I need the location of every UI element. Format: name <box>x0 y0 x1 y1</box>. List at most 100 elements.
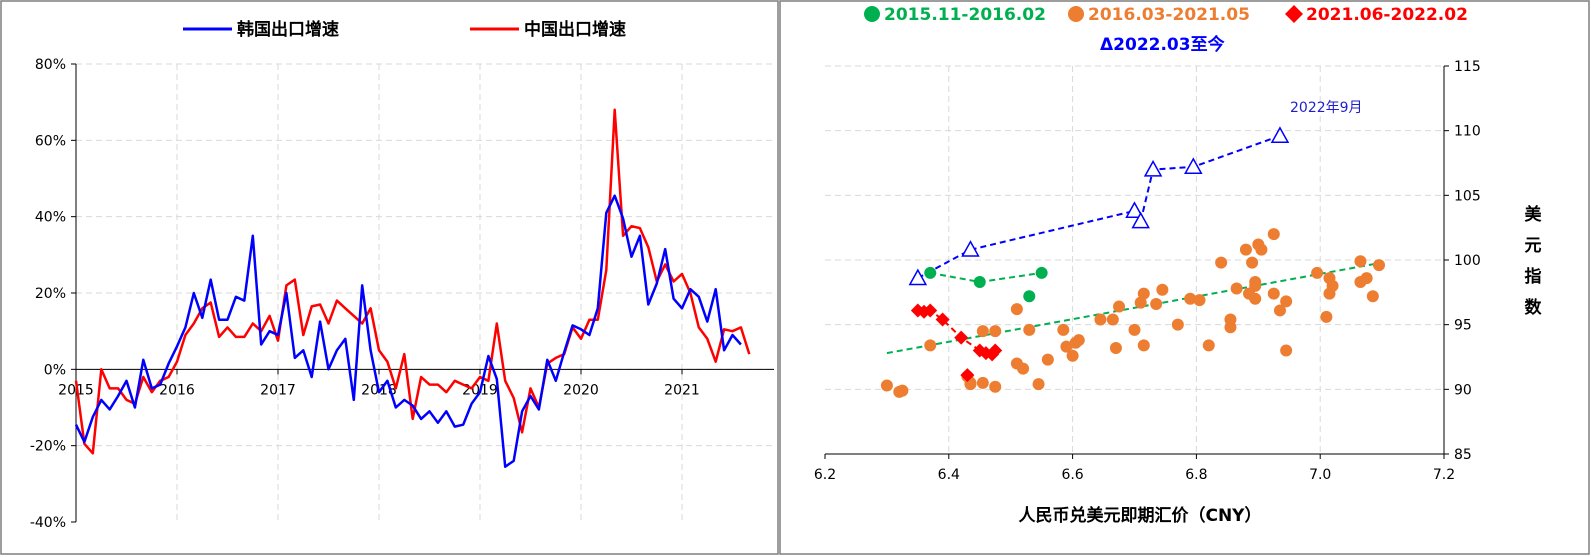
scatter-point <box>864 6 880 22</box>
scatter-point <box>1280 344 1293 357</box>
left-chart-series <box>74 108 751 468</box>
scatter-point <box>1267 287 1280 300</box>
scatter-point <box>880 379 893 392</box>
scatter-point <box>1023 290 1036 303</box>
scatter-point <box>1113 300 1126 313</box>
scatter-point <box>1023 323 1036 336</box>
legend-label: 2021.06-2022.02 <box>1306 5 1468 25</box>
y-tick-label: 115 <box>1454 59 1481 75</box>
scatter-point <box>1128 323 1141 336</box>
scatter-point <box>1255 243 1268 256</box>
y-tick-label: 110 <box>1454 124 1481 140</box>
scatter-point <box>935 312 950 327</box>
right-chart-border <box>779 0 1590 555</box>
scatter-point <box>1017 362 1030 375</box>
scatter-point <box>896 384 909 397</box>
y-tick-label: 80% <box>35 57 66 73</box>
y-tick-label: 0% <box>44 362 66 378</box>
scatter-point <box>1224 321 1237 334</box>
scatter-point <box>1010 303 1023 316</box>
scatter-point <box>1202 339 1215 352</box>
scatter-point <box>1072 334 1085 347</box>
series-line <box>74 108 751 455</box>
right-chart-axes: 6.2 6.4 6.6 6.8 7.0 7.2 85 90 95 100 105 110 115 <box>814 59 1481 483</box>
scatter-point <box>1143 159 1163 177</box>
scatter-point <box>1094 313 1107 326</box>
scatter-point <box>1354 255 1367 268</box>
scatter-point <box>976 376 989 389</box>
legend-label-china: 中国出口增速 <box>524 19 626 40</box>
y-tick-label: 105 <box>1454 188 1481 204</box>
y-tick-label: -20% <box>30 439 66 455</box>
scatter-point <box>1320 310 1333 323</box>
scatter-point <box>989 325 1002 338</box>
y-tick-label: 100 <box>1454 253 1481 269</box>
scatter-point <box>1184 292 1197 305</box>
right-chart-legend: 2015.11-2016.02 2016.03-2021.05 2021.06-20… <box>864 5 1468 55</box>
scatter-point <box>924 266 937 279</box>
scatter-point <box>1032 378 1045 391</box>
y-tick-label: 90 <box>1454 382 1472 398</box>
scatter-point <box>1041 353 1054 366</box>
x-tick-label: 2017 <box>260 382 296 398</box>
scatter-point <box>1246 256 1259 269</box>
x-tick-label: 7.0 <box>1309 467 1331 483</box>
scatter-point <box>1106 313 1119 326</box>
x-tick-label: 7.2 <box>1433 467 1455 483</box>
y-tick-label: 85 <box>1454 447 1472 463</box>
scatter-point <box>1150 297 1163 310</box>
scatter-point <box>1171 318 1184 331</box>
trendline <box>930 271 1042 284</box>
left-chart-axes: -40%-20%0%20%40%60%80%2015 2016 2017 2018 20… <box>30 57 774 531</box>
scatter-point <box>908 268 928 286</box>
x-axis-title: 人民币兑美元即期汇价（CNY） <box>1018 505 1261 526</box>
scatter-point <box>1273 304 1286 317</box>
scatter-point <box>1311 266 1324 279</box>
scatter-point <box>960 368 975 383</box>
scatter-point <box>1249 292 1262 305</box>
scatter-point <box>1156 283 1169 296</box>
scatter-point <box>961 240 980 257</box>
scatter-point <box>973 275 986 288</box>
scatter-point <box>1285 5 1303 23</box>
scatter-point <box>1057 323 1070 336</box>
y-tick-label: -40% <box>30 515 66 531</box>
x-tick-label: 2016 <box>159 382 195 398</box>
scatter-point <box>1109 341 1122 354</box>
scatter-point <box>923 303 938 318</box>
right-chart-grid <box>825 65 1444 454</box>
scatter-point <box>954 330 969 345</box>
legend-label: 2015.11-2016.02 <box>884 5 1046 25</box>
scatter-point <box>989 380 1002 393</box>
right-chart-points <box>880 126 1386 398</box>
right-chart-panel: 6.2 6.4 6.6 6.8 7.0 7.2 85 90 95 100 105 110 115 201… <box>779 0 1590 555</box>
legend-label: Δ2022.03至今 <box>1100 34 1225 55</box>
scatter-point <box>1366 290 1379 303</box>
scatter-point <box>1134 296 1147 309</box>
scatter-point <box>924 339 937 352</box>
left-chart-legend: 韩国出口增速 中国出口增速 <box>183 19 626 40</box>
x-tick-label: 6.2 <box>814 467 836 483</box>
annotation-2022-sep: 2022年9月 <box>1290 100 1363 116</box>
y-tick-label: 20% <box>35 286 66 302</box>
scatter-point <box>1215 256 1228 269</box>
scatter-point <box>1035 266 1048 279</box>
y-axis-title-char: 美 <box>1525 204 1543 225</box>
series-line <box>74 194 742 468</box>
scatter-point <box>1184 157 1203 175</box>
scatter-point <box>1373 259 1386 272</box>
legend-label-korea: 韩国出口增速 <box>237 19 339 40</box>
y-tick-label: 95 <box>1454 318 1472 334</box>
y-tick-label: 40% <box>35 210 66 226</box>
scatter-point <box>1068 6 1084 22</box>
scatter-point <box>1137 287 1150 300</box>
scatter-point <box>1193 294 1206 307</box>
x-tick-label: 6.6 <box>1061 467 1083 483</box>
scatter-point <box>1249 275 1262 288</box>
scatter-point <box>1066 349 1079 362</box>
scatter-point <box>1125 201 1144 219</box>
x-tick-label: 6.4 <box>938 467 960 483</box>
scatter-point <box>1326 279 1339 292</box>
scatter-point <box>1060 340 1073 353</box>
trendline <box>886 261 1383 355</box>
